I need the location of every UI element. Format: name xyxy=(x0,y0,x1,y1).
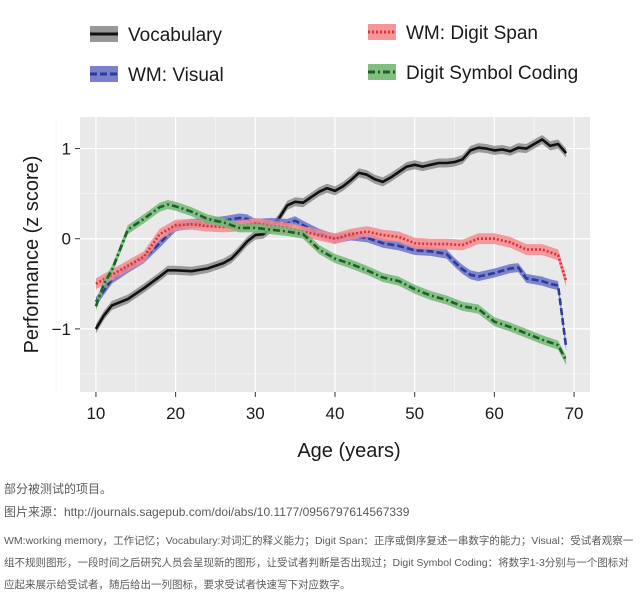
legend-label: Vocabulary xyxy=(128,25,223,46)
series-line xyxy=(94,203,568,362)
x-tick-label: 30 xyxy=(246,404,265,423)
y-axis-label: Performance (z score) xyxy=(21,156,43,354)
caption-title: 部分被测试的项目。 xyxy=(4,482,113,496)
y-tick-label: 0 xyxy=(62,230,71,249)
legend-item: WM: Visual xyxy=(90,65,224,86)
x-tick-label: 50 xyxy=(405,404,424,423)
series-0 xyxy=(94,135,568,334)
chart: Vocabulary WM: Visual WM: Digit Span Digit … xyxy=(21,23,590,462)
series-line xyxy=(94,138,568,330)
x-tick-label: 70 xyxy=(565,404,584,423)
legend-item: Vocabulary xyxy=(90,25,223,46)
x-tick-label: 60 xyxy=(485,404,504,423)
series-line xyxy=(95,222,568,285)
legend-label: WM: Digit Span xyxy=(406,23,538,44)
legend-item: Digit Symbol Coding xyxy=(368,63,578,84)
y-tick-label: −1 xyxy=(52,320,71,339)
x-axis-label: Age (years) xyxy=(297,440,400,462)
legend-label: WM: Visual xyxy=(128,65,224,86)
series-2 xyxy=(95,218,568,290)
series-layer xyxy=(94,135,568,365)
series-band xyxy=(95,200,567,365)
x-tick-label: 40 xyxy=(326,404,345,423)
x-tick-label: 10 xyxy=(86,404,105,423)
y-tick-label: 1 xyxy=(62,140,71,159)
axis-ticks: 10 20 30 40 50 60 70 −1 0 1 xyxy=(52,140,584,423)
legend-swatch-band xyxy=(368,64,396,80)
caption-source: 图片来源：http://journals.sagepub.com/doi/abs… xyxy=(4,505,410,519)
legend: Vocabulary WM: Visual WM: Digit Span Digit … xyxy=(90,23,578,86)
x-tick-label: 20 xyxy=(166,404,185,423)
legend-item: WM: Digit Span xyxy=(368,23,538,44)
series-3 xyxy=(94,200,568,365)
legend-label: Digit Symbol Coding xyxy=(406,63,578,84)
caption-notes: WM:working memory，工作记忆；Vocabulary:对词汇的释义… xyxy=(4,535,634,591)
